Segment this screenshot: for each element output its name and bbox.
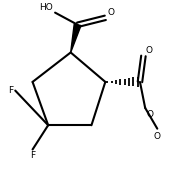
- Text: O: O: [154, 132, 161, 141]
- Polygon shape: [71, 24, 81, 52]
- Text: F: F: [8, 86, 14, 95]
- Text: O: O: [146, 110, 153, 119]
- Text: HO: HO: [40, 3, 53, 12]
- Text: O: O: [107, 8, 114, 17]
- Text: F: F: [30, 151, 35, 160]
- Text: O: O: [145, 46, 152, 55]
